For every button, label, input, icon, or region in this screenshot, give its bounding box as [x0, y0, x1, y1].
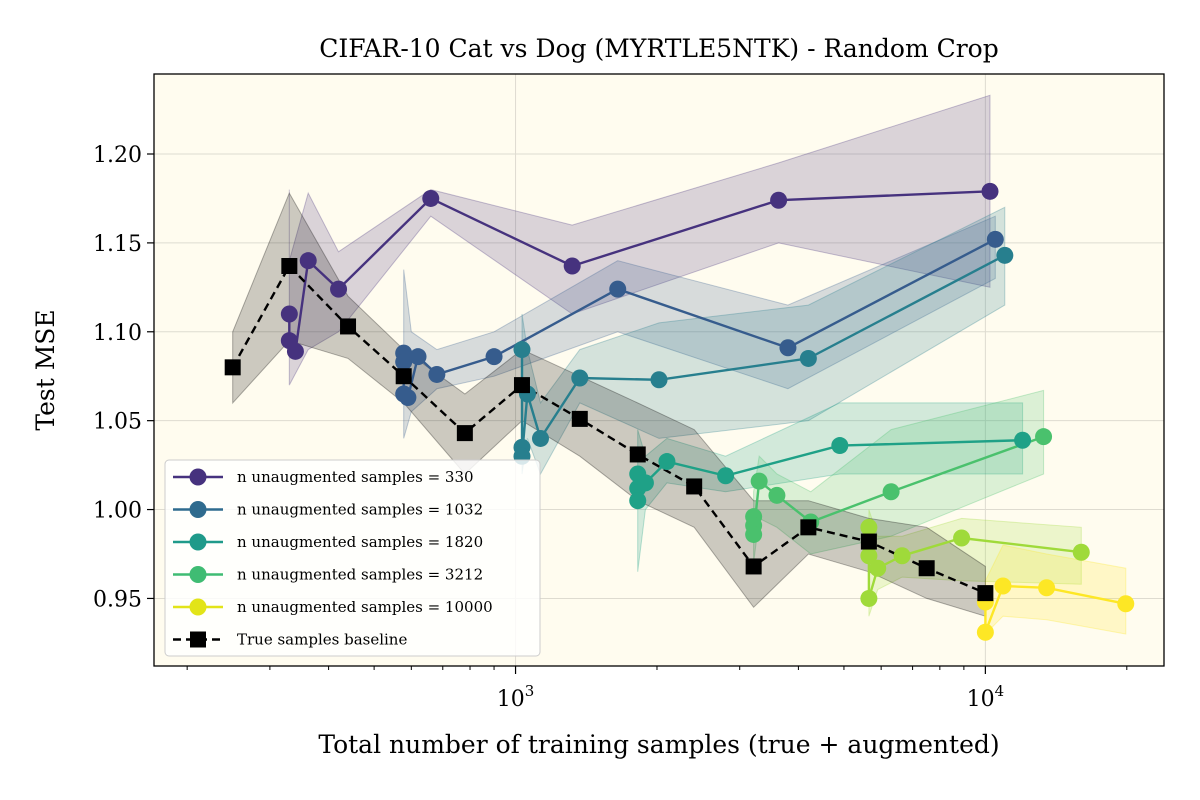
- legend-label: True samples baseline: [237, 631, 407, 649]
- data-point: [340, 318, 357, 335]
- data-point: [976, 623, 994, 641]
- data-point: [860, 533, 877, 550]
- series-band-1: [403, 215, 996, 439]
- data-point: [629, 446, 646, 463]
- data-point: [224, 359, 241, 376]
- data-point: [860, 547, 878, 565]
- data-point: [286, 342, 304, 360]
- data-point: [869, 559, 887, 577]
- y-tick-label: 0.95: [93, 587, 142, 612]
- data-point: [1035, 428, 1053, 446]
- data-point: [399, 389, 417, 407]
- data-point: [485, 348, 503, 366]
- data-point: [409, 348, 427, 366]
- data-point: [779, 339, 797, 357]
- data-point: [571, 369, 589, 387]
- data-point: [330, 280, 348, 298]
- axis-ticks: 0.95 1.00 1.05 1.10 1.15 1.20 103 104: [93, 143, 1128, 712]
- series-markers: [224, 182, 1135, 641]
- data-point: [918, 560, 935, 577]
- y-tick-label: 1.05: [93, 410, 142, 435]
- x-axis-label: Total number of training samples (true +…: [318, 730, 999, 759]
- data-point: [299, 252, 317, 270]
- data-point: [280, 305, 298, 323]
- data-point: [456, 425, 473, 442]
- data-point: [1072, 543, 1090, 561]
- data-point: [994, 577, 1012, 595]
- data-point: [686, 478, 703, 495]
- data-point: [629, 492, 647, 510]
- data-point: [977, 585, 994, 602]
- plot-frame: [153, 73, 1165, 667]
- data-point: [996, 246, 1014, 264]
- chart-title: CIFAR-10 Cat vs Dog (MYRTLE5NTK) - Rando…: [319, 34, 998, 63]
- legend-label: n unaugmented samples = 3212: [237, 566, 483, 584]
- data-point: [1038, 579, 1056, 597]
- legend: n unaugmented samples = 330 n unaugmented…: [164, 459, 541, 657]
- legend-box: [164, 459, 541, 657]
- data-point: [609, 280, 627, 298]
- data-point: [750, 472, 768, 490]
- data-point: [422, 189, 440, 207]
- data-point: [571, 410, 588, 427]
- data-point: [1117, 595, 1135, 613]
- y-tick-label: 1.15: [93, 232, 142, 257]
- data-point: [531, 429, 549, 447]
- data-point: [953, 529, 971, 547]
- data-point: [882, 483, 900, 501]
- data-point: [800, 519, 817, 536]
- data-point: [658, 453, 676, 471]
- data-point: [831, 437, 849, 455]
- x-tick-label: 103: [497, 682, 535, 712]
- data-point: [428, 365, 446, 383]
- data-point: [1014, 431, 1032, 449]
- legend-marker: [189, 566, 207, 583]
- data-point: [768, 486, 786, 504]
- y-tick-label: 1.10: [93, 321, 142, 346]
- data-point: [513, 377, 530, 394]
- data-point: [799, 349, 817, 367]
- data-point: [745, 525, 763, 543]
- data-point: [986, 230, 1004, 248]
- series-line-7: [231, 264, 986, 595]
- y-axis-label: Test MSE: [31, 309, 60, 430]
- y-tick-label: 1.20: [93, 143, 142, 168]
- legend-label: n unaugmented samples = 1032: [237, 501, 483, 519]
- legend-marker: [189, 598, 207, 616]
- x-tick-label: 104: [967, 682, 1005, 712]
- data-point: [893, 547, 911, 565]
- legend-label: n unaugmented samples = 10000: [237, 598, 493, 616]
- data-point: [860, 589, 878, 607]
- series-band-3: [637, 402, 1024, 572]
- data-point: [513, 341, 531, 359]
- data-point: [745, 558, 762, 575]
- data-point: [563, 257, 581, 275]
- data-point: [770, 191, 788, 209]
- data-point: [395, 353, 413, 371]
- legend-marker: [189, 533, 207, 551]
- y-tick-label: 1.00: [93, 499, 142, 524]
- data-point: [717, 467, 735, 485]
- data-point: [650, 371, 668, 389]
- legend-marker: [189, 501, 207, 518]
- legend-label: n unaugmented samples = 1820: [237, 533, 483, 551]
- data-point: [636, 474, 654, 492]
- legend-marker: [190, 631, 206, 648]
- series-band-2: [521, 206, 1006, 476]
- data-point: [860, 518, 878, 536]
- data-point: [981, 182, 999, 200]
- legend-marker: [189, 468, 207, 486]
- data-point: [281, 258, 298, 274]
- data-point: [395, 368, 412, 385]
- legend-label: n unaugmented samples = 330: [237, 468, 474, 486]
